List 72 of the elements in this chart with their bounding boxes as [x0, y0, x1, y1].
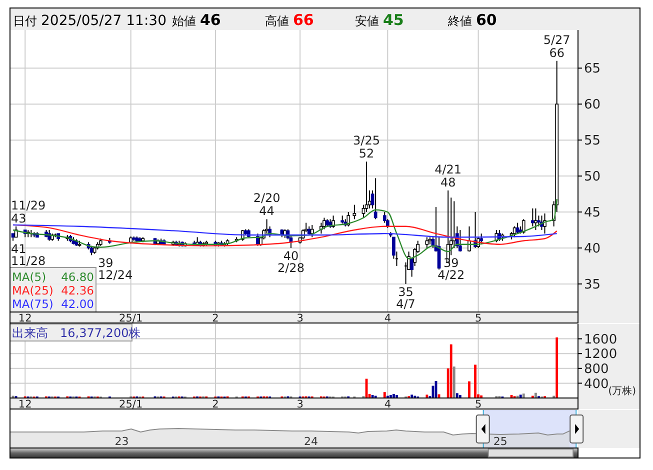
candlestick [322, 217, 326, 230]
candlestick [516, 222, 520, 234]
x-tick-label: 5 [474, 312, 482, 324]
text: MA(75) 42.00 [12, 297, 94, 311]
x-tick-label: 23 [114, 435, 129, 448]
y-tick-label: 800 [584, 362, 609, 377]
line-series [12, 224, 558, 238]
bar [452, 366, 456, 398]
annotation: 41 11/28 [11, 242, 46, 268]
text: MA(25) 42.36 [12, 284, 94, 298]
y-tick-label: 45 [584, 206, 601, 221]
y-tick-label: 65 [584, 62, 601, 77]
candlestick [374, 178, 378, 220]
annotation: 39 12/24 [98, 256, 133, 282]
text: 日付 2025/05/27 11:30 [13, 13, 166, 29]
annotation: 3/25 52 [353, 134, 380, 161]
x-tick-label: 4 [384, 398, 392, 410]
x-tick-label: 12 [18, 312, 32, 324]
candlestick [537, 215, 540, 227]
bar [556, 337, 558, 398]
y-axis-title: (万株) [608, 385, 636, 397]
bar [450, 344, 452, 398]
x-tick-label: 25/1 [119, 312, 143, 324]
candlestick [530, 208, 534, 227]
candlestick [90, 245, 94, 256]
y-tick-label: 1600 [584, 332, 618, 348]
x-tick-label: 3 [296, 398, 304, 410]
candlestick [543, 212, 546, 234]
bar [468, 381, 470, 398]
bar [383, 392, 386, 398]
text: 始値 46 [172, 11, 221, 29]
x-tick-label: 2 [212, 312, 219, 324]
annotation: 40 2/28 [278, 248, 304, 275]
candlestick [425, 236, 429, 248]
y-tick-label: 1200 [584, 347, 618, 362]
annotation: 2/20 44 [253, 191, 280, 218]
y-tick-label: 50 [584, 170, 601, 185]
annotation: 35 4/7 [396, 284, 416, 311]
x-tick-label: 2 [212, 398, 219, 410]
candlestick [534, 208, 538, 230]
y-tick-label: 40 [584, 242, 601, 257]
text: 安値 45 [355, 11, 404, 29]
chart-title: 出来高 16,377,200株 [12, 326, 141, 340]
x-tick-label: 5 [474, 398, 482, 410]
candlestick [352, 204, 356, 220]
candlestick [310, 224, 314, 238]
x-tick-label: 12 [18, 398, 32, 410]
x-tick-label: 25/1 [119, 398, 143, 410]
y-tick-label: 400 [584, 376, 609, 392]
bar [474, 364, 476, 398]
y-tick-label: 55 [584, 134, 601, 149]
annotation: 11/29 43 [11, 198, 46, 226]
x-tick-label: 25 [493, 435, 508, 448]
x-tick-label: 4 [384, 312, 392, 324]
x-tick-label: 3 [296, 312, 304, 324]
bar [534, 392, 537, 398]
y-tick-label: 60 [584, 98, 601, 113]
candlestick [458, 229, 462, 252]
bar [456, 393, 458, 398]
candlestick [364, 161, 368, 213]
text: 高値 66 [265, 11, 314, 29]
x-tick-label: 24 [304, 435, 318, 448]
text: 終値 60 [447, 11, 497, 29]
annotation: 5/27 66 [543, 32, 570, 60]
text: MA(5) 46.80 [12, 270, 94, 284]
candlestick [522, 218, 526, 234]
annotation: 39 4/22 [438, 256, 465, 282]
annotation: 4/21 48 [434, 162, 462, 190]
candlestick [394, 251, 399, 266]
y-tick-label: 35 [584, 277, 601, 292]
candlestick [512, 226, 516, 238]
candlestick [346, 212, 350, 227]
